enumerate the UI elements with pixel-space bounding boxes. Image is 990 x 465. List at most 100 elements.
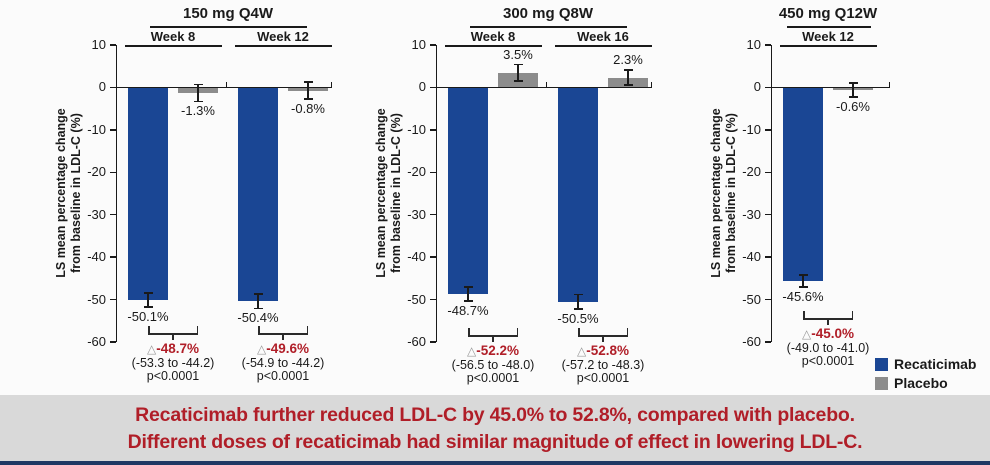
legend-swatch-recaticimab: [875, 357, 888, 371]
error-bar: [517, 64, 519, 81]
bar-value-label: -0.8%: [291, 101, 325, 117]
error-bar-cap: [253, 293, 263, 295]
y-axis-tick: [429, 298, 436, 301]
y-axis-tick: [764, 86, 771, 89]
p-value-label: p<0.0001: [146, 369, 200, 383]
difference-value: △-52.2%: [428, 343, 558, 359]
y-axis-tick: [764, 129, 771, 131]
panel-title-underline: [150, 26, 307, 28]
difference-value-text: -48.7%: [156, 341, 199, 356]
delta-triangle-icon: △: [576, 344, 587, 358]
bar-value-label: -45.6%: [782, 288, 824, 304]
y-axis-tick-label: 0: [753, 79, 761, 95]
error-bar-cap: [463, 286, 473, 289]
y-axis-tick-label: 10: [91, 37, 106, 52]
difference-bracket-end: [516, 328, 518, 335]
legend-item-recaticimab: Recaticimab: [875, 356, 976, 372]
y-axis-tick-label: -10: [87, 121, 106, 137]
y-axis-tick: [109, 171, 116, 174]
recaticimab-bar: [128, 87, 168, 300]
confidence-interval-label: (-49.0 to -41.0): [786, 341, 870, 355]
error-bar-cap: [798, 285, 808, 288]
y-axis-tick-label: -20: [407, 164, 426, 180]
difference-value: △-52.8%: [538, 343, 668, 359]
error-bar-cap: [253, 307, 263, 310]
y-axis-tick-label: -50: [87, 291, 106, 307]
difference-bracket-end: [851, 311, 853, 318]
panel-title: 150 mg Q4W: [182, 5, 274, 22]
delta-triangle-icon: △: [801, 327, 812, 341]
difference-bracket-end: [196, 326, 198, 333]
y-axis-tick-label: -30: [742, 206, 761, 222]
y-axis-tick-label: 0: [418, 79, 426, 95]
difference-value: △-45.0%: [763, 326, 893, 342]
legend: Recaticimab Placebo: [875, 356, 976, 394]
panel-title: 450 mg Q12W: [778, 5, 878, 22]
y-axis-tick: [429, 86, 436, 89]
y-axis-tick: [429, 129, 436, 131]
y-axis-tick: [109, 298, 116, 301]
week-label: Week 8: [470, 29, 516, 44]
difference-annotation: △-45.0% (-49.0 to -41.0) p<0.0001: [763, 326, 893, 368]
panel-title: 300 mg Q8W: [502, 5, 594, 22]
y-axis-tick: [764, 298, 771, 301]
recaticimab-bar: [448, 87, 488, 295]
difference-bracket-end: [468, 328, 470, 335]
dose-panel: 150 mg Q4W 10 0 -10 -20 -30 -40 -50 -60 LS mean p…: [0, 0, 332, 395]
y-axis-tick: [764, 256, 771, 258]
error-bar-cap: [623, 84, 633, 87]
error-bar: [257, 294, 259, 309]
difference-bracket-end: [803, 311, 805, 318]
y-axis: [770, 45, 772, 342]
difference-bracket-pointer: [602, 336, 604, 342]
legend-label-placebo: Placebo: [894, 375, 948, 391]
difference-annotation: △-52.2% (-56.5 to -48.0) p<0.0001: [428, 343, 558, 385]
bar-value-label: -50.1%: [127, 309, 169, 325]
confidence-interval-label: (-56.5 to -48.0): [451, 358, 535, 372]
error-bar-cap: [513, 63, 523, 66]
difference-value-text: -52.2%: [476, 343, 519, 358]
bar-value-label: -50.4%: [237, 310, 279, 326]
zero-baseline: [435, 86, 652, 89]
difference-annotation: △-52.8% (-57.2 to -48.3) p<0.0001: [538, 343, 668, 385]
y-axis-tick-label: -40: [742, 249, 761, 265]
y-axis-tick: [764, 44, 771, 46]
error-bar-cap: [193, 100, 203, 103]
y-axis-title-line1: LS mean percentage change: [373, 108, 388, 278]
error-bar-cap: [623, 69, 633, 71]
y-axis-title: LS mean percentage change from baseline i…: [54, 108, 84, 278]
error-bar-cap: [848, 95, 858, 98]
y-axis: [435, 45, 437, 342]
p-value-label: p<0.0001: [466, 371, 520, 385]
y-axis-tick: [109, 256, 116, 258]
difference-bracket-end: [626, 328, 628, 335]
y-axis-title-line2: from baseline in LDL-C (%): [388, 113, 403, 273]
legend-label-recaticimab: Recaticimab: [894, 356, 977, 372]
error-bar: [307, 82, 309, 100]
difference-annotation: △-49.6% (-54.9 to -44.2) p<0.0001: [218, 341, 348, 383]
y-axis-tick: [429, 171, 436, 174]
difference-bracket-end: [306, 326, 308, 333]
error-bar-cap: [463, 299, 473, 302]
caption-line-1: Recaticimab further reduced LDL-C by 45.…: [135, 404, 855, 426]
caption-line-2: Different doses of recaticimab had simil…: [127, 431, 863, 453]
baseline-tick: [545, 81, 547, 88]
y-axis-tick-label: -20: [742, 164, 761, 180]
p-value-label: p<0.0001: [801, 354, 855, 368]
y-axis-tick: [764, 171, 771, 174]
y-axis-tick-label: -30: [407, 206, 426, 222]
summary-caption: Recaticimab further reduced LDL-C by 45.…: [0, 395, 990, 461]
difference-bracket-pointer: [827, 319, 829, 325]
error-bar-cap: [513, 79, 523, 82]
error-bar: [467, 287, 469, 301]
difference-bracket-pointer: [172, 334, 174, 340]
y-axis-tick: [109, 341, 116, 343]
y-axis-tick-label: -40: [87, 249, 106, 265]
y-axis-tick: [109, 129, 116, 131]
difference-bracket-end: [258, 326, 260, 333]
error-bar: [627, 70, 629, 86]
bar-value-label: 3.5%: [503, 46, 533, 62]
error-bar-cap: [303, 81, 313, 84]
legend-item-placebo: Placebo: [875, 375, 976, 391]
y-axis-title: LS mean percentage change from baseline i…: [374, 108, 404, 278]
